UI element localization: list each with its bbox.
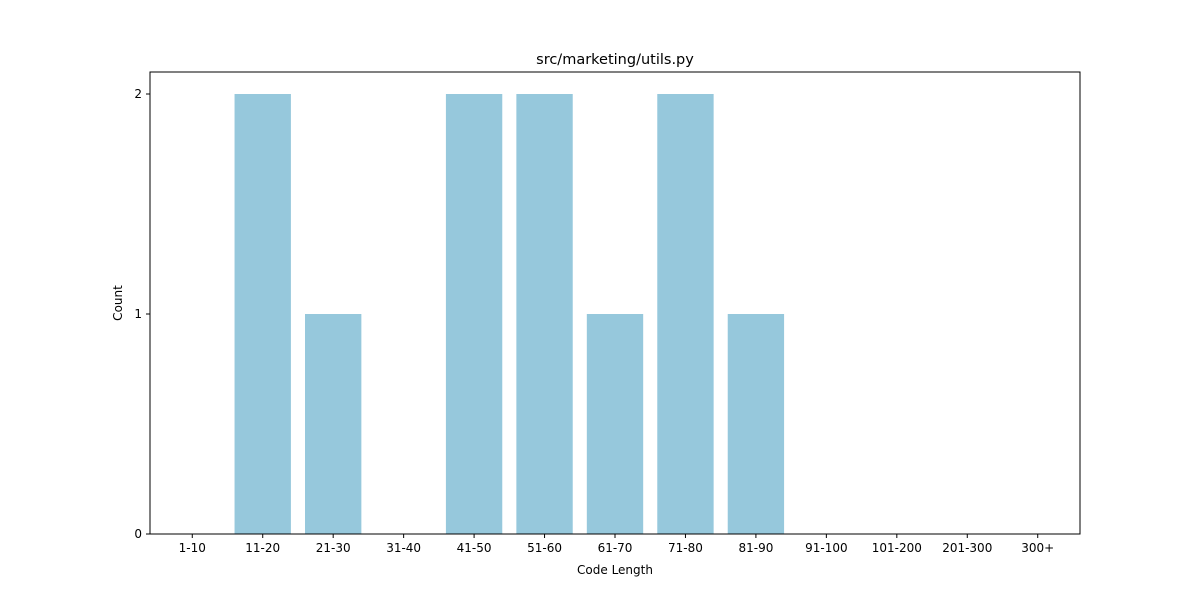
x-tick-label: 81-90 — [738, 541, 773, 555]
bar-61-70 — [586, 314, 644, 534]
x-tick-label: 91-100 — [805, 541, 848, 555]
y-tick-label: 1 — [134, 307, 142, 321]
x-tick-label: 21-30 — [316, 541, 351, 555]
bars-group — [234, 94, 785, 534]
bar-51-60 — [516, 94, 573, 534]
bar-71-80 — [657, 94, 714, 534]
y-axis-label: Count — [111, 285, 125, 321]
x-tick-label: 71-80 — [668, 541, 703, 555]
bar-11-20 — [234, 94, 291, 534]
chart-title: src/marketing/utils.py — [536, 52, 694, 68]
x-axis-label: Code Length — [577, 563, 653, 577]
x-tick-label: 1-10 — [179, 541, 206, 555]
y-axis-ticks: 0 1 2 — [134, 87, 150, 541]
x-axis-ticks: 1-10 11-20 21-30 31-40 41-50 51-60 61-70 71-80 8… — [179, 534, 1054, 555]
x-tick-label: 31-40 — [386, 541, 421, 555]
x-tick-label: 11-20 — [245, 541, 280, 555]
x-tick-label: 101-200 — [872, 541, 922, 555]
x-tick-label: 201-300 — [942, 541, 992, 555]
plot-frame — [149, 71, 1081, 535]
bar-81-90 — [727, 314, 785, 534]
bar-21-30 — [305, 314, 362, 534]
bar-41-50 — [445, 94, 503, 534]
x-tick-label: 300+ — [1021, 541, 1054, 555]
y-tick-label: 0 — [134, 527, 142, 541]
y-tick-label: 2 — [134, 87, 142, 101]
x-tick-label: 41-50 — [457, 541, 492, 555]
x-tick-label: 61-70 — [598, 541, 633, 555]
x-tick-label: 51-60 — [527, 541, 562, 555]
